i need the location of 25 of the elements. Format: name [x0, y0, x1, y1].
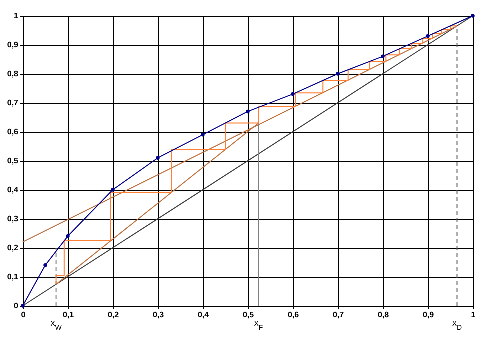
y-tick-label: 0,3 [7, 214, 20, 224]
x-tick-label: 0,3 [152, 310, 165, 320]
x-tick-label: 0 [21, 310, 26, 320]
annotation: x$_{D}$ [452, 318, 462, 332]
annotation: x$_{W}$ [50, 318, 62, 332]
x-tick-label: 0,7 [332, 310, 345, 320]
y-tick-label: 1 [14, 12, 20, 20]
x-tick-label: 0,8 [378, 310, 390, 320]
x-tick-label: 0,1 [62, 310, 75, 320]
x-tick-label: 0,9 [422, 310, 435, 320]
y-tick-label: 0,7 [7, 98, 20, 108]
y-tick-label: 0 [14, 302, 20, 310]
y-tick-label: 0,4 [7, 186, 20, 194]
x-tick-label: 0,4 [198, 310, 210, 320]
annotation: x$_{F}$ [254, 318, 264, 332]
y-tick-label: 0,8 [7, 70, 20, 78]
y-tick-label: 0,9 [7, 40, 20, 50]
y-tick-label: 0,2 [7, 244, 20, 252]
x-tick-label: 0,5 [242, 310, 255, 320]
x-tick-label: 0,6 [288, 310, 300, 320]
y-tick-label: 0,1 [7, 272, 20, 282]
y-tick-label: 0,6 [7, 128, 20, 136]
y-tick-label: 0,5 [7, 156, 20, 166]
x-tick-label: 1 [471, 310, 476, 320]
x-tick-label: 0,2 [108, 310, 120, 320]
